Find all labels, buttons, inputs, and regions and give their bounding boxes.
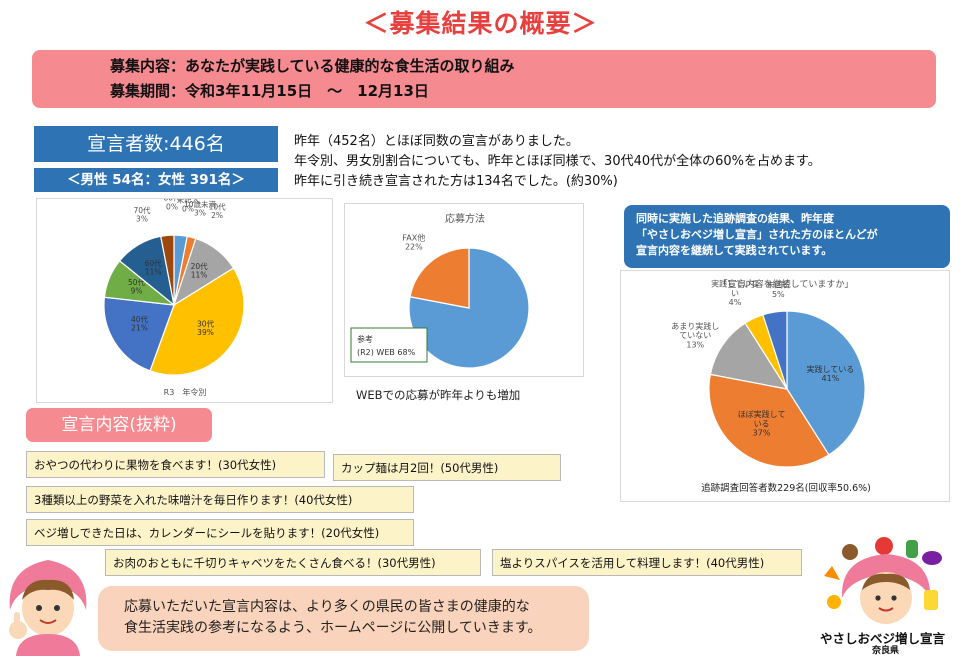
pie-label-9: 未記入 0%	[177, 199, 200, 213]
summary-line: 昨年に引き続き宣言された方は134名でした。(約30%)	[294, 174, 618, 189]
pie-label-2: あまり実践していない 13%	[671, 321, 719, 349]
pie-slice-4	[103, 296, 175, 372]
closing-speech-bubble: 応募いただいた宣言内容は、より多くの県民の皆さまの健康的な 食生活実践の参考にな…	[98, 586, 589, 651]
pie-label-2: 20代 11%	[191, 261, 209, 280]
web-note: WEBでの応募が昨年よりも増加	[356, 388, 521, 402]
declaration-item: 3種類以上の野菜を入れた味噌汁を毎日作ります！(40代女性)	[26, 486, 414, 513]
summary-line: 年令別、男女別割合についても、昨年とほぼ同様で、30代40代が全体の60%を占め…	[294, 154, 821, 169]
declaration-item: ベジ増しできた日は、カレンダーにシールを貼ります！(20代女性)	[26, 519, 414, 546]
pie-label-4: 未回答 5%	[766, 280, 790, 299]
pie-label-7: 70代 3%	[133, 205, 151, 224]
summary-text: 昨年（452名）とほぼ同数の宣言がありました。 年令別、男女別割合についても、昨…	[294, 132, 821, 192]
chart-title: 「宣言内容を継続していますか」	[719, 278, 854, 290]
pie-label-1: 10代 2%	[209, 201, 227, 220]
svg-text:(R2) WEB 68%: (R2) WEB 68%	[357, 348, 416, 357]
declarations-heading: 宣言内容(抜粋)	[26, 408, 212, 442]
pie-slice-1	[708, 373, 830, 468]
declaration-item: カップ麺は月2回！(50代男性)	[333, 454, 561, 481]
continuation-chart: 「宣言内容を継続していますか」実践している 41% ほぼ実践している 37% あまり実践…	[620, 270, 950, 502]
pie-label-1: ほぼ実践している 37%	[738, 409, 786, 437]
svg-text:参考: 参考	[357, 334, 373, 344]
reference-note: 参考 (R2) WEB 68%	[350, 327, 428, 363]
pie-label-6: 60代 11%	[145, 258, 163, 277]
pie-label-5: 50代 9%	[128, 277, 146, 296]
veggie-logo-illustration	[824, 537, 942, 624]
recruitment-content: 募集内容：あなたが実践している健康的な食生活の取り組み	[110, 57, 515, 75]
pie-label-3: 30代 39%	[197, 318, 215, 337]
declaration-item: お肉のおともに千切りキャベツをたくさん食べる！(30代男性)	[105, 549, 481, 576]
declaration-item: おやつの代わりに果物を食べます！(30代女性)	[26, 451, 325, 478]
gender-ratio-badge: ＜男性 54名：女性 391名＞	[34, 168, 278, 192]
page-title: ＜募集結果の概要＞	[363, 9, 598, 38]
pie-slice-1	[409, 247, 470, 309]
pie-label-1: FAX他 22%	[402, 232, 425, 251]
mascot-girl-illustration	[9, 560, 87, 656]
chart-title: 応募方法	[445, 212, 485, 225]
closing-line: 応募いただいた宣言内容は、より多くの県民の皆さまの健康的な	[124, 599, 530, 615]
followup-line: 宣言内容を継続して実践されています。	[636, 244, 833, 257]
age-pie-chart: 10歳未満 3%10代 2% 20代 11% 30代 39% 40代 21% 50代 9%60代 11…	[103, 193, 245, 397]
pie-label-0: 10歳未満 3%	[184, 199, 217, 218]
declaration-item: 塩よりスパイスを活用して料理します！(40代男性)	[492, 549, 802, 576]
followup-line: 「やさしおベジ増し宣言」された方のほとんどが	[636, 228, 878, 241]
summary-line: 昨年（452名）とほぼ同数の宣言がありました。	[294, 134, 579, 149]
pie-slice-4	[762, 310, 788, 390]
prefecture-label: 奈良県	[872, 646, 900, 656]
pie-label-4: 40代 21%	[131, 314, 149, 333]
continuation-pie-chart: 「宣言内容を継続していますか」実践している 41% ほぼ実践している 37% あまり実践…	[671, 278, 871, 494]
recruitment-banner: 募集内容：あなたが実践している健康的な食生活の取り組み 募集期間：令和3年11月…	[32, 50, 936, 108]
age-chart: 10歳未満 3% 10代 2% 20代 11% 30代 39% 40代 21% 50代 9% 60代 11…	[36, 193, 333, 403]
followup-callout: 同時に実施した追跡調査の結果、昨年度 「やさしおベジ増し宣言」された方のほとんど…	[624, 205, 950, 268]
followup-note: 追跡調査回答者数229名(回収率50.6%)	[701, 482, 871, 494]
pie-label-0: 実践している 41%	[807, 364, 855, 383]
brand-name: やさしおベジ増し宣言	[820, 631, 946, 646]
pie-slice-3	[149, 267, 245, 376]
declarer-count-badge: 宣言者数:446名	[34, 126, 278, 162]
pie-slice-2	[709, 322, 789, 390]
pie-label-3: 実践していない 4%	[711, 279, 759, 307]
chart-title: R3 年令別	[164, 387, 207, 397]
followup-line: 同時に実施した追跡調査の結果、昨年度	[636, 212, 834, 225]
pie-slice-7	[160, 234, 175, 306]
recruitment-period: 募集期間：令和3年11月15日 ～ 12月13日	[110, 82, 429, 100]
closing-line: 食生活実践の参考になるよう、ホームページに公開していきます。	[124, 620, 542, 636]
